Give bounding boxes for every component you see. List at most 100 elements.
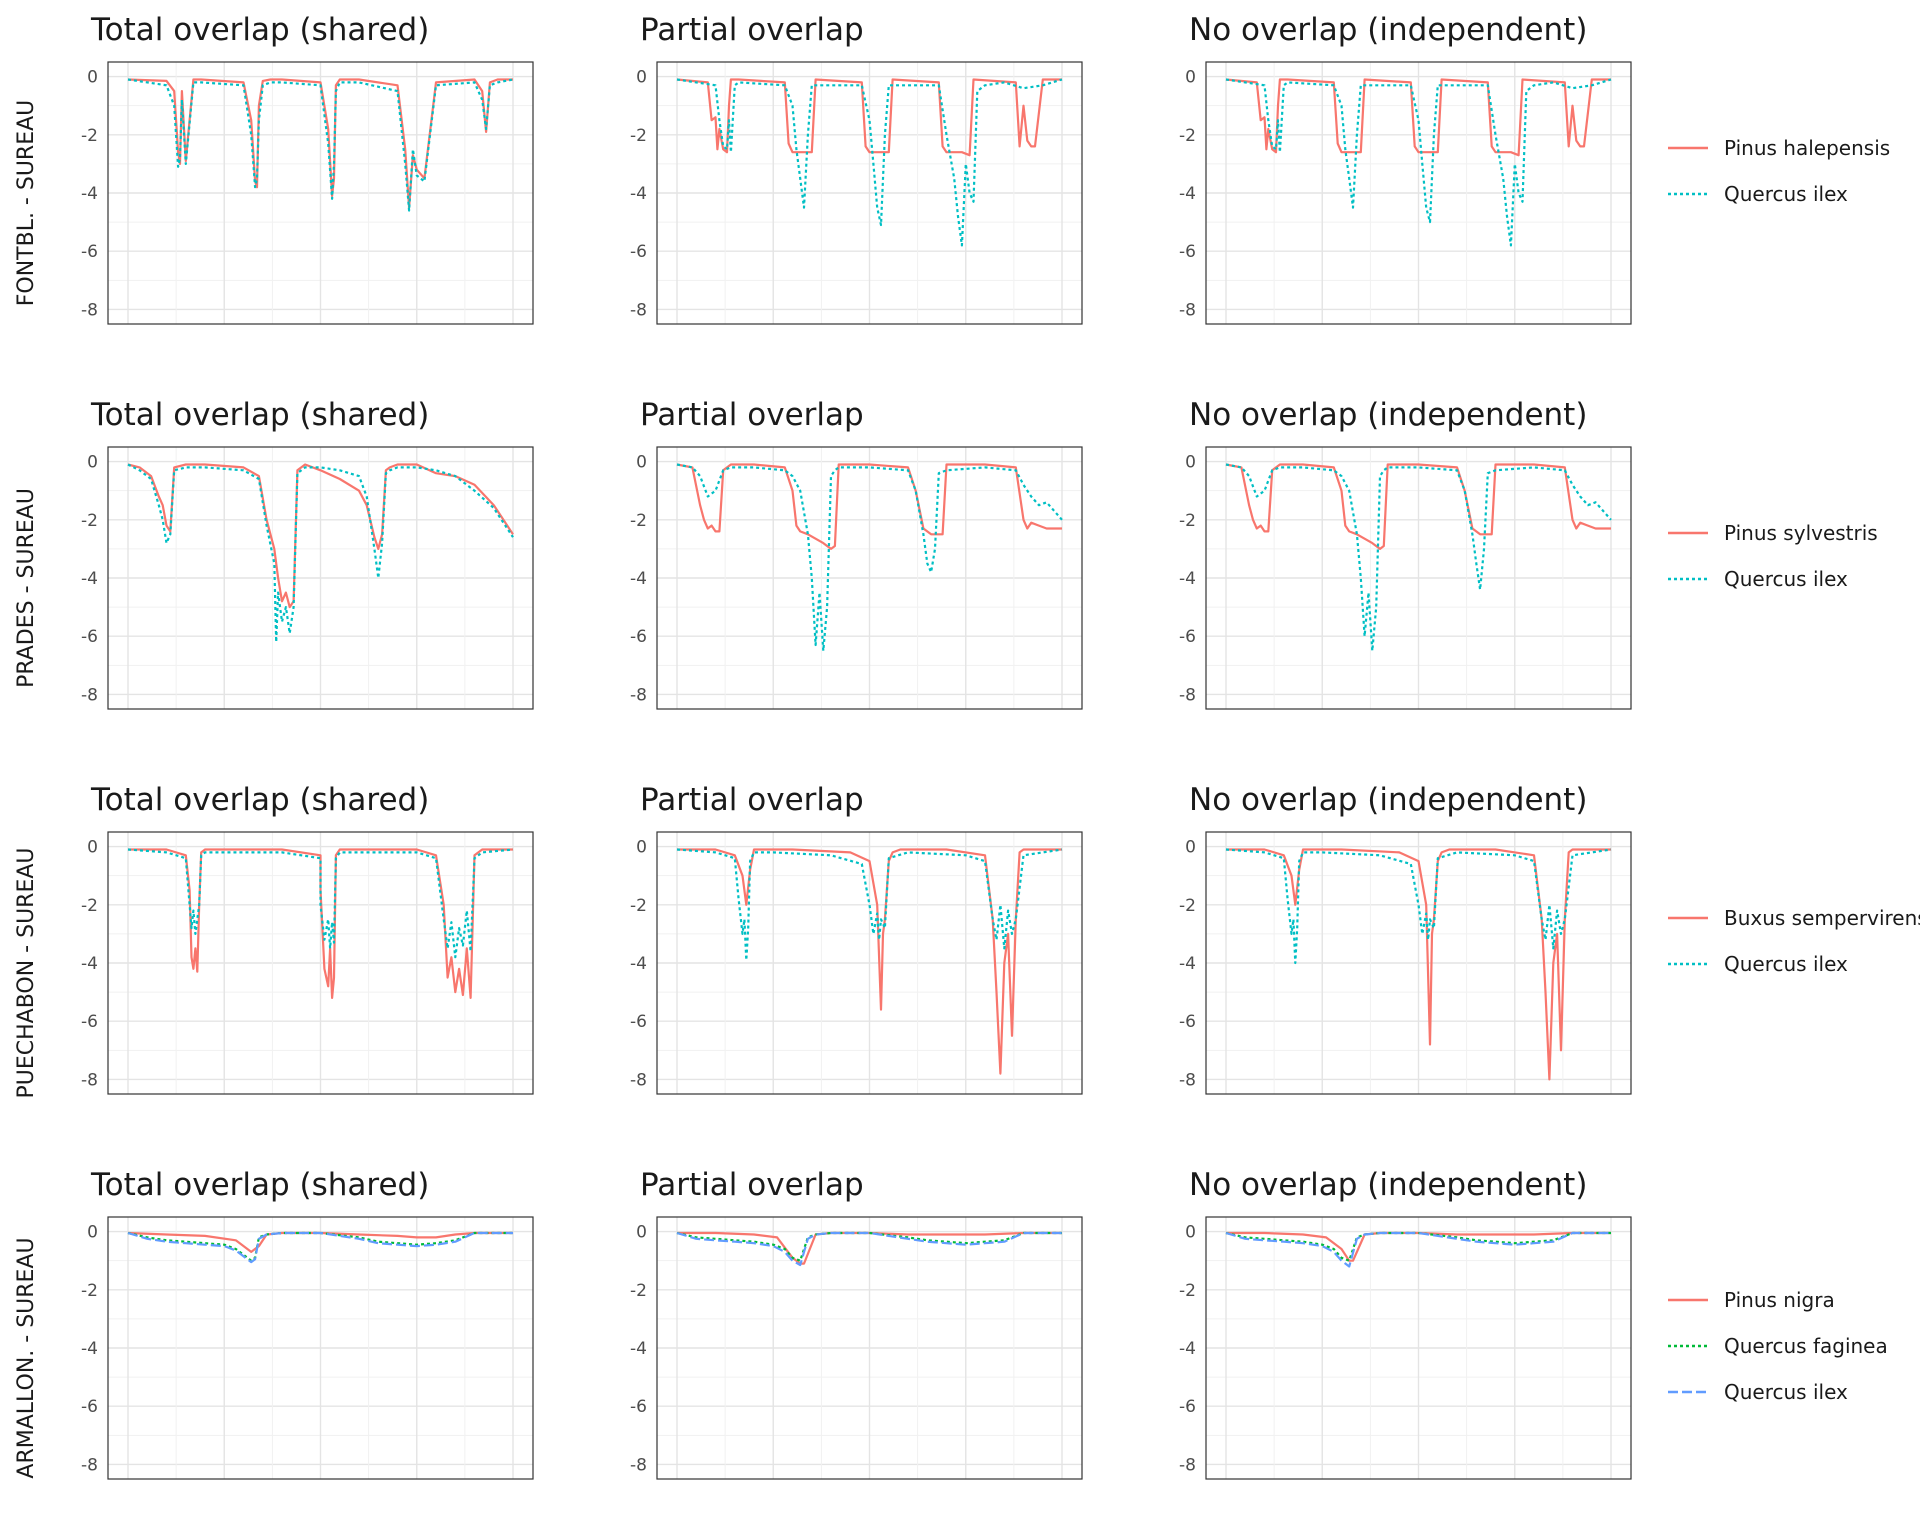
panel-border — [656, 61, 1083, 325]
y-tick-label: -2 — [1179, 896, 1196, 916]
y-tick-label: -2 — [630, 896, 647, 916]
y-tick-label: -4 — [81, 1339, 98, 1359]
y-tick-label: -8 — [81, 1455, 98, 1475]
y-tick-label: -4 — [630, 1339, 647, 1359]
y-tick-label: -4 — [81, 954, 98, 974]
y-tick-label: -4 — [1179, 1339, 1196, 1359]
y-tick-label: -6 — [630, 1397, 647, 1417]
y-tick-label: 0 — [87, 68, 98, 88]
panel-border — [1205, 446, 1632, 710]
y-tick-label: -4 — [81, 569, 98, 589]
panel-title: Total overlap (shared) — [90, 1167, 429, 1203]
y-tick-label: -2 — [630, 1281, 647, 1301]
panel-title: No overlap (independent) — [1189, 782, 1587, 818]
y-tick-label: -8 — [81, 685, 98, 705]
y-tick-label: -2 — [1179, 126, 1196, 146]
panel-3-1: Partial overlap 0 -2 -4 -6 -8 — [630, 1167, 1083, 1480]
row-label-0: FONTBL. - SUREAU — [14, 100, 39, 307]
y-tick-label: -4 — [630, 569, 647, 589]
series-line-0 — [1226, 848, 1611, 1081]
legend-label: Quercus ilex — [1724, 182, 1848, 206]
panel-border — [656, 831, 1083, 1095]
y-tick-label: -2 — [1179, 511, 1196, 531]
legend-label: Quercus ilex — [1724, 952, 1848, 976]
y-tick-label: 0 — [87, 838, 98, 858]
y-tick-label: -6 — [81, 1397, 98, 1417]
panel-0-0: Total overlap (shared) 0 -2 -4 -6 -8 — [81, 12, 534, 325]
panel-border — [1205, 1216, 1632, 1480]
y-tick-label: -6 — [81, 242, 98, 262]
y-tick-label: -2 — [630, 511, 647, 531]
row-label-1: PRADES - SUREAU — [14, 488, 39, 688]
panel-border — [107, 61, 534, 325]
y-tick-label: 0 — [1185, 453, 1196, 473]
row-label-3: ARMALLON. - SUREAU — [14, 1237, 39, 1478]
y-tick-label: -8 — [1179, 685, 1196, 705]
panel-title: Partial overlap — [640, 1167, 864, 1203]
series-line-1 — [1225, 78, 1612, 247]
y-tick-label: 0 — [1185, 838, 1196, 858]
panel-border — [107, 446, 534, 710]
series-line-2 — [127, 1231, 513, 1264]
panel-title: Total overlap (shared) — [90, 397, 429, 433]
y-tick-label: -6 — [630, 1012, 647, 1032]
y-tick-label: -2 — [81, 1281, 98, 1301]
legend-3: Pinus nigra Quercus faginea Quercus ilex — [1668, 1288, 1888, 1404]
y-tick-label: -8 — [1179, 1070, 1196, 1090]
panel-border — [656, 1216, 1083, 1480]
y-tick-label: -6 — [1179, 242, 1196, 262]
y-tick-label: 0 — [1185, 68, 1196, 88]
series-line-1 — [676, 78, 1063, 247]
series-line-0 — [1225, 78, 1611, 157]
panel-title: No overlap (independent) — [1189, 397, 1587, 433]
y-tick-label: -6 — [1179, 1397, 1196, 1417]
series-line-0 — [676, 463, 1062, 551]
y-tick-label: -4 — [81, 184, 98, 204]
legend-label: Pinus nigra — [1724, 1288, 1835, 1312]
panel-1-2: No overlap (independent) 0 -2 -4 -6 -8 — [1179, 397, 1632, 710]
y-tick-label: -6 — [630, 627, 647, 647]
legend-label: Quercus ilex — [1724, 1380, 1848, 1404]
y-tick-label: 0 — [87, 453, 98, 473]
series-line-1 — [676, 848, 1063, 962]
panel-0-1: Partial overlap 0 -2 -4 -6 -8 — [630, 12, 1083, 325]
series-line-1 — [676, 463, 1063, 652]
y-tick-label: 0 — [636, 68, 647, 88]
y-tick-label: 0 — [636, 838, 647, 858]
panel-border — [107, 831, 534, 1095]
series-line-0 — [1225, 463, 1611, 551]
y-tick-label: -6 — [81, 1012, 98, 1032]
y-tick-label: 0 — [1185, 1223, 1196, 1243]
panel-2-2: No overlap (independent) 0 -2 -4 -6 -8 — [1179, 782, 1632, 1095]
y-tick-label: 0 — [636, 453, 647, 473]
series-line-2 — [676, 1231, 1062, 1267]
y-tick-label: -8 — [630, 300, 647, 320]
series-line-0 — [677, 848, 1062, 1075]
y-tick-label: 0 — [636, 1223, 647, 1243]
y-tick-label: -8 — [630, 685, 647, 705]
legend-label: Buxus sempervirens — [1724, 906, 1920, 930]
series-line-0 — [676, 78, 1062, 157]
series-line-1 — [1225, 848, 1612, 965]
series-line-2 — [1225, 1231, 1611, 1268]
panel-title: Partial overlap — [640, 397, 864, 433]
y-tick-label: 0 — [87, 1223, 98, 1243]
legend-1: Pinus sylvestris Quercus ilex — [1668, 521, 1878, 591]
y-tick-label: -8 — [81, 300, 98, 320]
legend-label: Quercus ilex — [1724, 567, 1848, 591]
panel-title: Total overlap (shared) — [90, 12, 429, 48]
panel-2-0: Total overlap (shared) 0 -2 -4 -6 -8 — [81, 782, 534, 1095]
y-tick-label: -8 — [81, 1070, 98, 1090]
panel-2-1: Partial overlap 0 -2 -4 -6 -8 — [630, 782, 1083, 1095]
panel-3-0: Total overlap (shared) 0 -2 -4 -6 -8 — [81, 1167, 534, 1480]
y-tick-label: -2 — [630, 126, 647, 146]
y-tick-label: -6 — [1179, 1012, 1196, 1032]
y-tick-label: -4 — [1179, 569, 1196, 589]
series-line-1 — [676, 1231, 1062, 1262]
panel-1-1: Partial overlap 0 -2 -4 -6 -8 — [630, 397, 1083, 710]
y-tick-label: -4 — [1179, 184, 1196, 204]
panel-1-0: Total overlap (shared) 0 -2 -4 -6 -8 — [81, 397, 534, 710]
y-tick-label: -4 — [1179, 954, 1196, 974]
y-tick-label: -8 — [630, 1455, 647, 1475]
